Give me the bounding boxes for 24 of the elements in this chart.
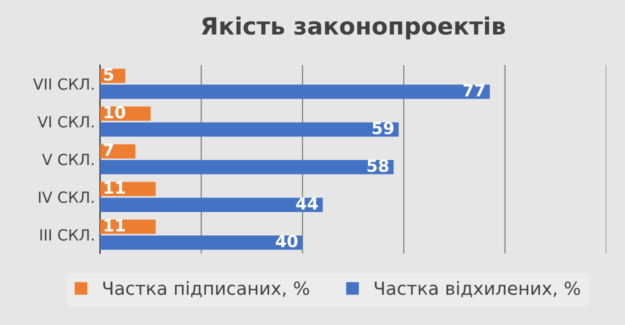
- legend-label: Частка підписаних, %: [103, 281, 310, 298]
- data-label: 5: [104, 68, 114, 81]
- bar: [100, 122, 399, 137]
- y-tick-label: IV СКЛ.: [38, 191, 94, 203]
- bar: [100, 144, 136, 158]
- data-label: 77: [464, 84, 484, 96]
- data-label: 59: [372, 122, 394, 134]
- data-label: 44: [296, 197, 318, 210]
- data-label: 11: [104, 219, 125, 232]
- data-label: 7: [104, 144, 114, 156]
- y-tick-label: VII СКЛ.: [33, 78, 94, 90]
- y-tick-label: V СКЛ.: [42, 154, 94, 166]
- data-label: 40: [276, 234, 298, 248]
- bar: [100, 235, 302, 250]
- data-label: 10: [104, 106, 126, 118]
- data-label: 11: [104, 181, 125, 194]
- legend-label: Частка відхилених, %: [374, 281, 580, 298]
- bar: [100, 160, 394, 174]
- chart-title: Якість законопроектів: [202, 16, 505, 40]
- data-label: 58: [368, 159, 388, 172]
- bar: [100, 84, 490, 99]
- y-tick-label: III СКЛ.: [40, 229, 94, 241]
- y-tick-label: VI СКЛ.: [38, 116, 94, 128]
- bar: [100, 198, 323, 212]
